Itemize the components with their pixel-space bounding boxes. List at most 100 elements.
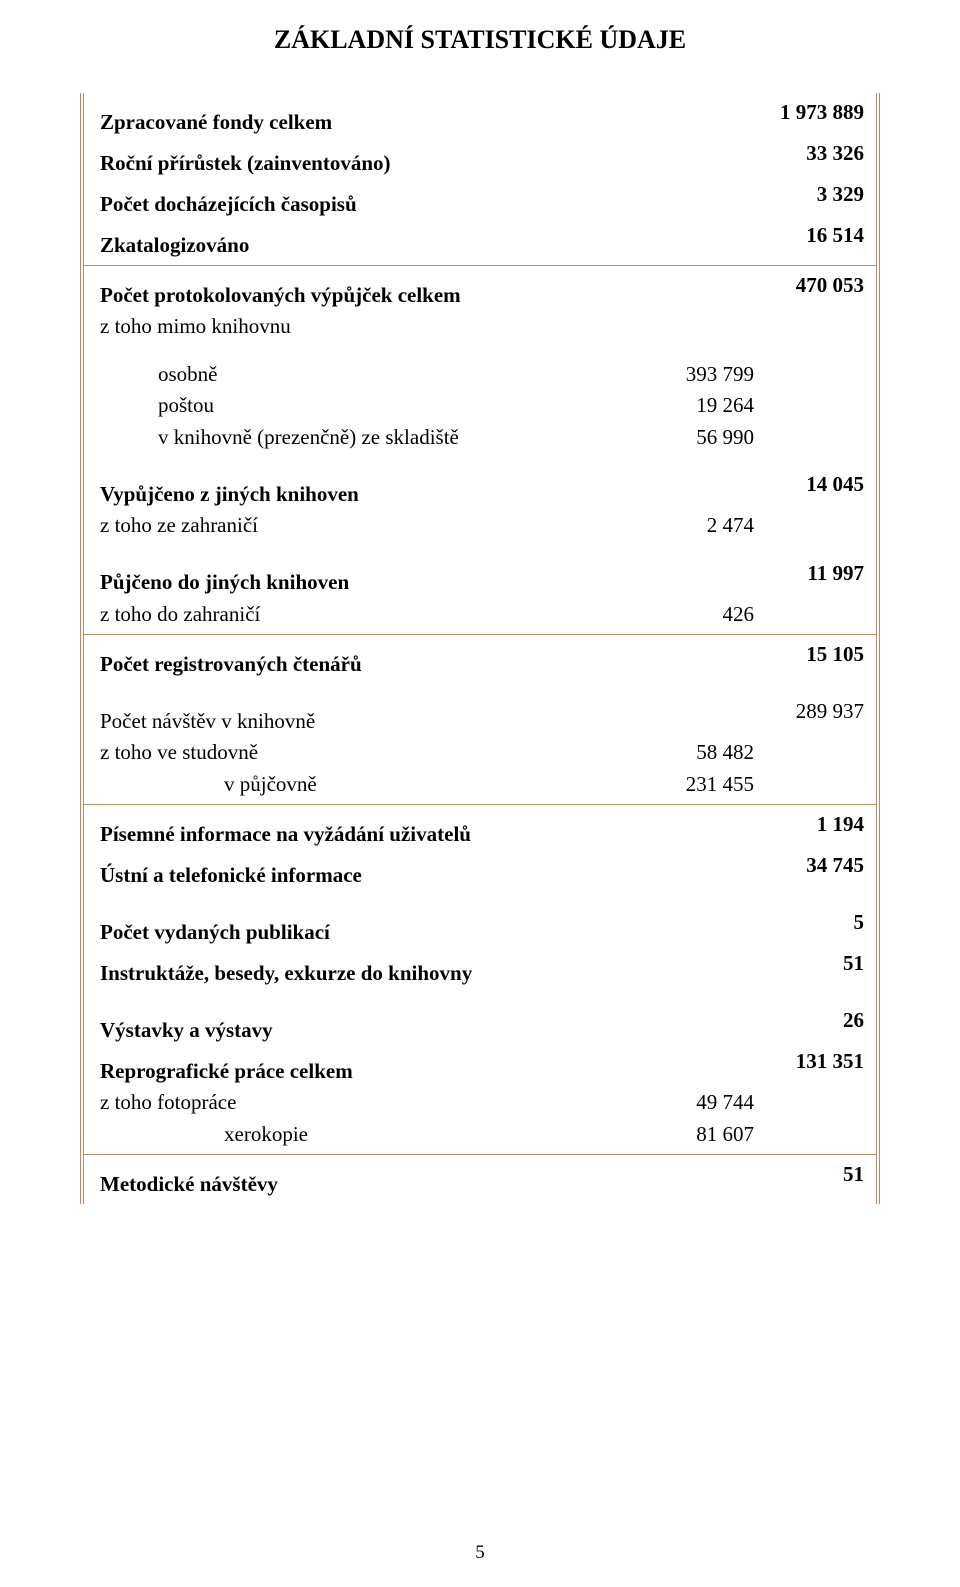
stats-row: Počet návštěv v knihovně 289 937 (100, 696, 864, 737)
row-label: Roční přírůstek (zainventováno) (100, 148, 644, 180)
stats-row: osobně393 799 (100, 359, 864, 391)
value-col-1 (644, 179, 754, 211)
row-label: Výstavky a výstavy (100, 1015, 644, 1047)
stats-row: Písemné informace na vyžádání uživatelů1… (100, 809, 864, 850)
row-values: 1 973 889 (644, 97, 864, 129)
value-col-1 (644, 1046, 754, 1078)
stats-row: Instruktáže, besedy, exkurze do knihovny… (100, 948, 864, 989)
row-label: z toho ve studovně (100, 737, 644, 769)
value-col-2: 5 (754, 907, 864, 939)
stats-table-outer: Zpracované fondy celkem 1 973 889 Roční př… (80, 93, 880, 1204)
row-values: 14 045 (644, 469, 864, 501)
stats-row: Roční přírůstek (zainventováno) 33 326 (100, 138, 864, 179)
row-label: Půjčeno do jiných knihoven (100, 567, 644, 599)
value-col-2: 131 351 (754, 1046, 864, 1078)
row-label: v knihovně (prezenčně) ze skladiště (100, 422, 644, 454)
row-values: 26 (644, 1005, 864, 1037)
row-values: 49 744 (644, 1087, 864, 1119)
value-col-2 (754, 1119, 864, 1151)
row-values: 1 194 (644, 809, 864, 841)
value-col-1 (644, 270, 754, 302)
stats-row: Reprografické práce celkem131 351 (100, 1046, 864, 1087)
stats-block: Počet protokolovaných výpůjček celkem470… (84, 266, 876, 635)
row-label: z toho fotopráce (100, 1087, 644, 1119)
value-col-1: 58 482 (644, 737, 754, 769)
stats-row: v půjčovně231 455 (100, 769, 864, 801)
value-col-1: 56 990 (644, 422, 754, 454)
row-values: 289 937 (644, 696, 864, 728)
row-values: 56 990 (644, 422, 864, 454)
page-number: 5 (0, 1539, 960, 1568)
row-values: 51 (644, 948, 864, 980)
row-values: 426 (644, 599, 864, 631)
row-label: Počet vydaných publikací (100, 917, 644, 949)
row-values: 51 (644, 1159, 864, 1191)
value-col-1 (644, 138, 754, 170)
row-values: 34 745 (644, 850, 864, 882)
row-label: Zkatalogizováno (100, 230, 644, 262)
row-label: Počet návštěv v knihovně (100, 706, 644, 738)
row-label: xerokopie (100, 1119, 644, 1151)
stats-row: poštou19 264 (100, 390, 864, 422)
stats-row: z toho fotopráce49 744 (100, 1087, 864, 1119)
value-col-2 (754, 599, 864, 631)
value-col-2: 51 (754, 1159, 864, 1191)
value-col-2: 11 997 (754, 558, 864, 590)
value-col-2: 34 745 (754, 850, 864, 882)
stats-row: Počet registrovaných čtenářů15 105 (100, 639, 864, 680)
value-col-1: 2 474 (644, 510, 754, 542)
value-col-1 (644, 907, 754, 939)
row-label: z toho do zahraničí (100, 599, 644, 631)
value-col-2 (754, 422, 864, 454)
value-col-2 (754, 1087, 864, 1119)
row-values: 393 799 (644, 359, 864, 391)
stats-row: z toho ve studovně58 482 (100, 737, 864, 769)
row-label: z toho ze zahraničí (100, 510, 644, 542)
spacer (100, 891, 864, 907)
value-col-1 (644, 1005, 754, 1037)
row-label: Metodické návštěvy (100, 1169, 644, 1201)
value-col-2: 1 973 889 (754, 97, 864, 129)
value-col-1 (644, 696, 754, 728)
stats-row: Ústní a telefonické informace34 745 (100, 850, 864, 891)
value-col-1 (644, 469, 754, 501)
row-label: Počet protokolovaných výpůjček celkem (100, 280, 644, 312)
value-col-1 (644, 639, 754, 671)
value-col-2: 3 329 (754, 179, 864, 211)
stats-row: Vypůjčeno z jiných knihoven14 045 (100, 469, 864, 510)
row-label: Zpracované fondy celkem (100, 107, 644, 139)
stats-row: Půjčeno do jiných knihoven 11 997 (100, 558, 864, 599)
stats-row: Zpracované fondy celkem 1 973 889 (100, 97, 864, 138)
value-col-2: 14 045 (754, 469, 864, 501)
row-label: Instruktáže, besedy, exkurze do knihovny (100, 958, 644, 990)
row-values: 33 326 (644, 138, 864, 170)
value-col-2: 289 937 (754, 696, 864, 728)
row-values: 16 514 (644, 220, 864, 252)
row-values: 58 482 (644, 737, 864, 769)
row-values: 470 053 (644, 270, 864, 302)
value-col-1 (644, 97, 754, 129)
value-col-2 (754, 359, 864, 391)
row-values: 81 607 (644, 1119, 864, 1151)
stats-block: Písemné informace na vyžádání uživatelů1… (84, 805, 876, 1155)
value-col-2: 33 326 (754, 138, 864, 170)
row-label: poštou (100, 390, 644, 422)
value-col-1: 393 799 (644, 359, 754, 391)
stats-row: z toho do zahraničí426 (100, 599, 864, 631)
stats-table: Zpracované fondy celkem 1 973 889 Roční př… (83, 93, 877, 1204)
row-values: 2 474 (644, 510, 864, 542)
stats-row: z toho mimo knihovnu (100, 311, 864, 343)
row-label: z toho mimo knihovnu (100, 311, 644, 343)
row-values: 3 329 (644, 179, 864, 211)
value-col-1: 231 455 (644, 769, 754, 801)
value-col-1 (644, 948, 754, 980)
row-values: 131 351 (644, 1046, 864, 1078)
row-label: v půjčovně (100, 769, 644, 801)
row-values: 19 264 (644, 390, 864, 422)
value-col-1: 49 744 (644, 1087, 754, 1119)
value-col-2: 26 (754, 1005, 864, 1037)
spacer (100, 680, 864, 696)
stats-block: Zpracované fondy celkem 1 973 889 Roční př… (84, 93, 876, 266)
stats-row: Počet protokolovaných výpůjček celkem470… (100, 270, 864, 311)
value-col-2: 15 105 (754, 639, 864, 671)
